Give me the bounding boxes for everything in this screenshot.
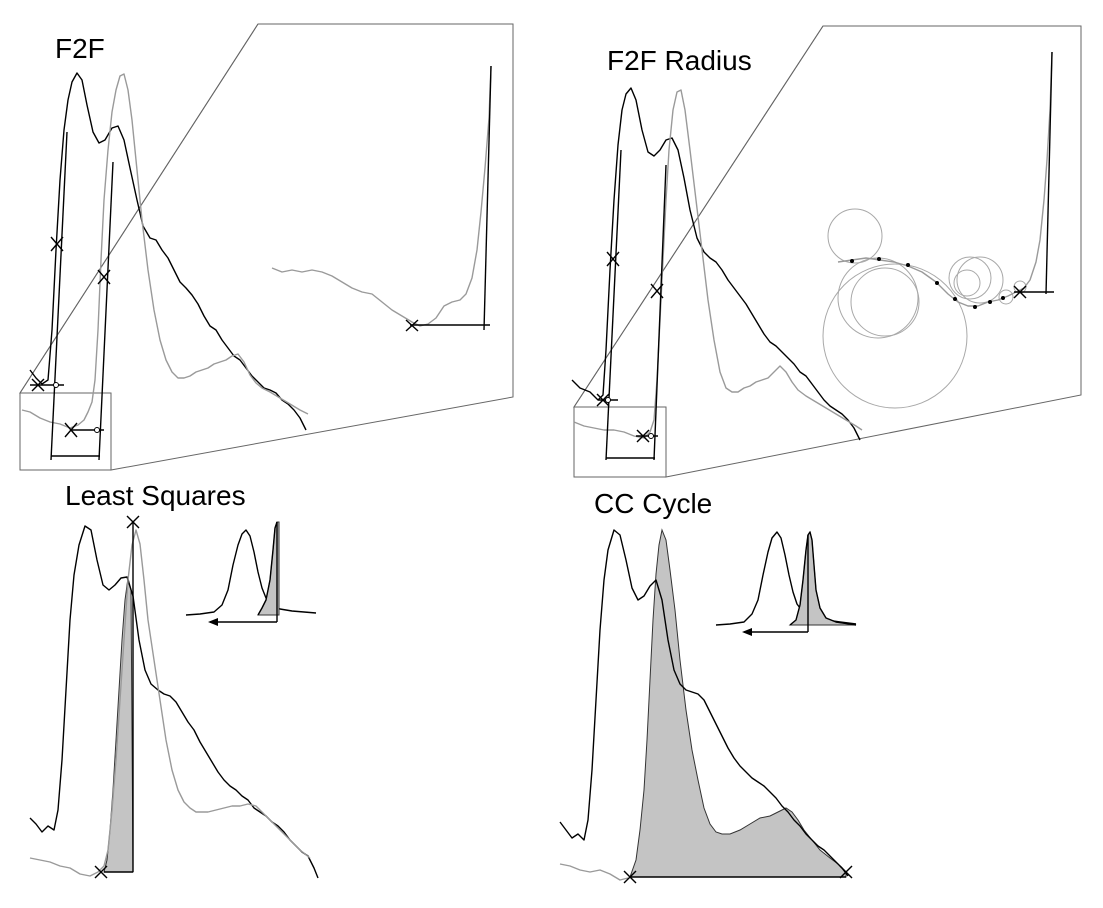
zoom-projection-frame <box>19 23 514 471</box>
curvature-circle <box>948 256 992 300</box>
foot-marker-proximal <box>31 378 45 392</box>
foot-marker-distal <box>64 422 78 438</box>
tangent-line-distal <box>653 164 667 461</box>
zoom-box <box>19 392 112 471</box>
inset-schematic <box>715 530 857 636</box>
distal-waveform <box>21 73 309 429</box>
zoomed-distal-foot <box>271 65 492 327</box>
foot-marker-proximal <box>596 393 610 407</box>
zoom-box <box>573 406 667 478</box>
inset-shaded-pulse <box>788 530 857 626</box>
inset-proximal-pulse <box>715 531 857 626</box>
zoomed-tangent <box>1045 51 1053 295</box>
panel-title-f2f: F2F <box>55 33 105 64</box>
sample-point <box>877 257 881 261</box>
zoomed-distal-foot <box>837 51 1053 307</box>
panel-least-squares: Least Squares <box>29 480 319 879</box>
sample-point <box>935 281 939 285</box>
cycle-start-marker <box>623 870 637 884</box>
panel-cc-cycle: CC Cycle <box>559 488 857 884</box>
distal-waveform <box>559 863 629 881</box>
curvature-circle <box>956 256 1004 304</box>
x-marker <box>97 269 111 285</box>
sample-point <box>1001 296 1005 300</box>
curvature-circles <box>822 208 1027 409</box>
curvature-circle <box>822 263 968 409</box>
panel-title-f2f-radius: F2F Radius <box>607 45 752 76</box>
sample-point <box>973 305 977 309</box>
arrow-head-icon <box>742 628 752 636</box>
sample-point <box>850 259 854 263</box>
tangent-line-distal <box>98 161 114 461</box>
cycle-end-marker <box>839 865 853 879</box>
sample-point <box>988 300 992 304</box>
tangent-line-proximal <box>50 131 68 461</box>
sample-point <box>953 297 957 301</box>
intersection-point <box>648 433 654 439</box>
arrow-head-icon <box>208 618 218 626</box>
proximal-waveform <box>559 529 849 877</box>
curvature-circle <box>1013 280 1027 294</box>
curvature-circle <box>850 267 920 337</box>
x-marker <box>650 283 664 299</box>
curvature-circle <box>953 269 981 297</box>
panel-title-least-squares: Least Squares <box>65 480 246 511</box>
peak-marker <box>126 515 140 529</box>
panel-f2f: F2F <box>19 23 514 471</box>
inset-shaded-pulse <box>257 521 280 616</box>
proximal-waveform <box>29 72 307 431</box>
panel-f2f-radius: F2F Radius <box>571 25 1082 478</box>
intersection-point <box>53 382 59 388</box>
panel-title-cc-cycle: CC Cycle <box>594 488 712 519</box>
zoomed-foot-marker <box>1013 285 1027 299</box>
proximal-waveform <box>571 87 861 441</box>
zoomed-foot-marker <box>405 319 419 332</box>
curvature-circle <box>837 257 919 339</box>
curvature-circle <box>998 289 1014 305</box>
inset-proximal-pulse <box>185 529 317 616</box>
foot-marker <box>94 865 108 879</box>
tangent-line-proximal <box>605 149 622 461</box>
zoomed-tangent <box>483 65 492 331</box>
sample-point <box>906 263 910 267</box>
inset-distal-pulse <box>789 531 857 626</box>
inset-schematic <box>185 521 317 626</box>
foot-marker-distal <box>636 429 650 443</box>
intersection-point <box>94 427 100 433</box>
x-marker <box>50 236 64 252</box>
inset-distal-pulse <box>257 521 278 616</box>
x-marker <box>606 251 620 267</box>
distal-waveform <box>29 529 311 877</box>
curvature-circle <box>827 208 883 264</box>
intersection-point <box>605 397 611 403</box>
curvature-sample-points <box>850 257 1005 309</box>
